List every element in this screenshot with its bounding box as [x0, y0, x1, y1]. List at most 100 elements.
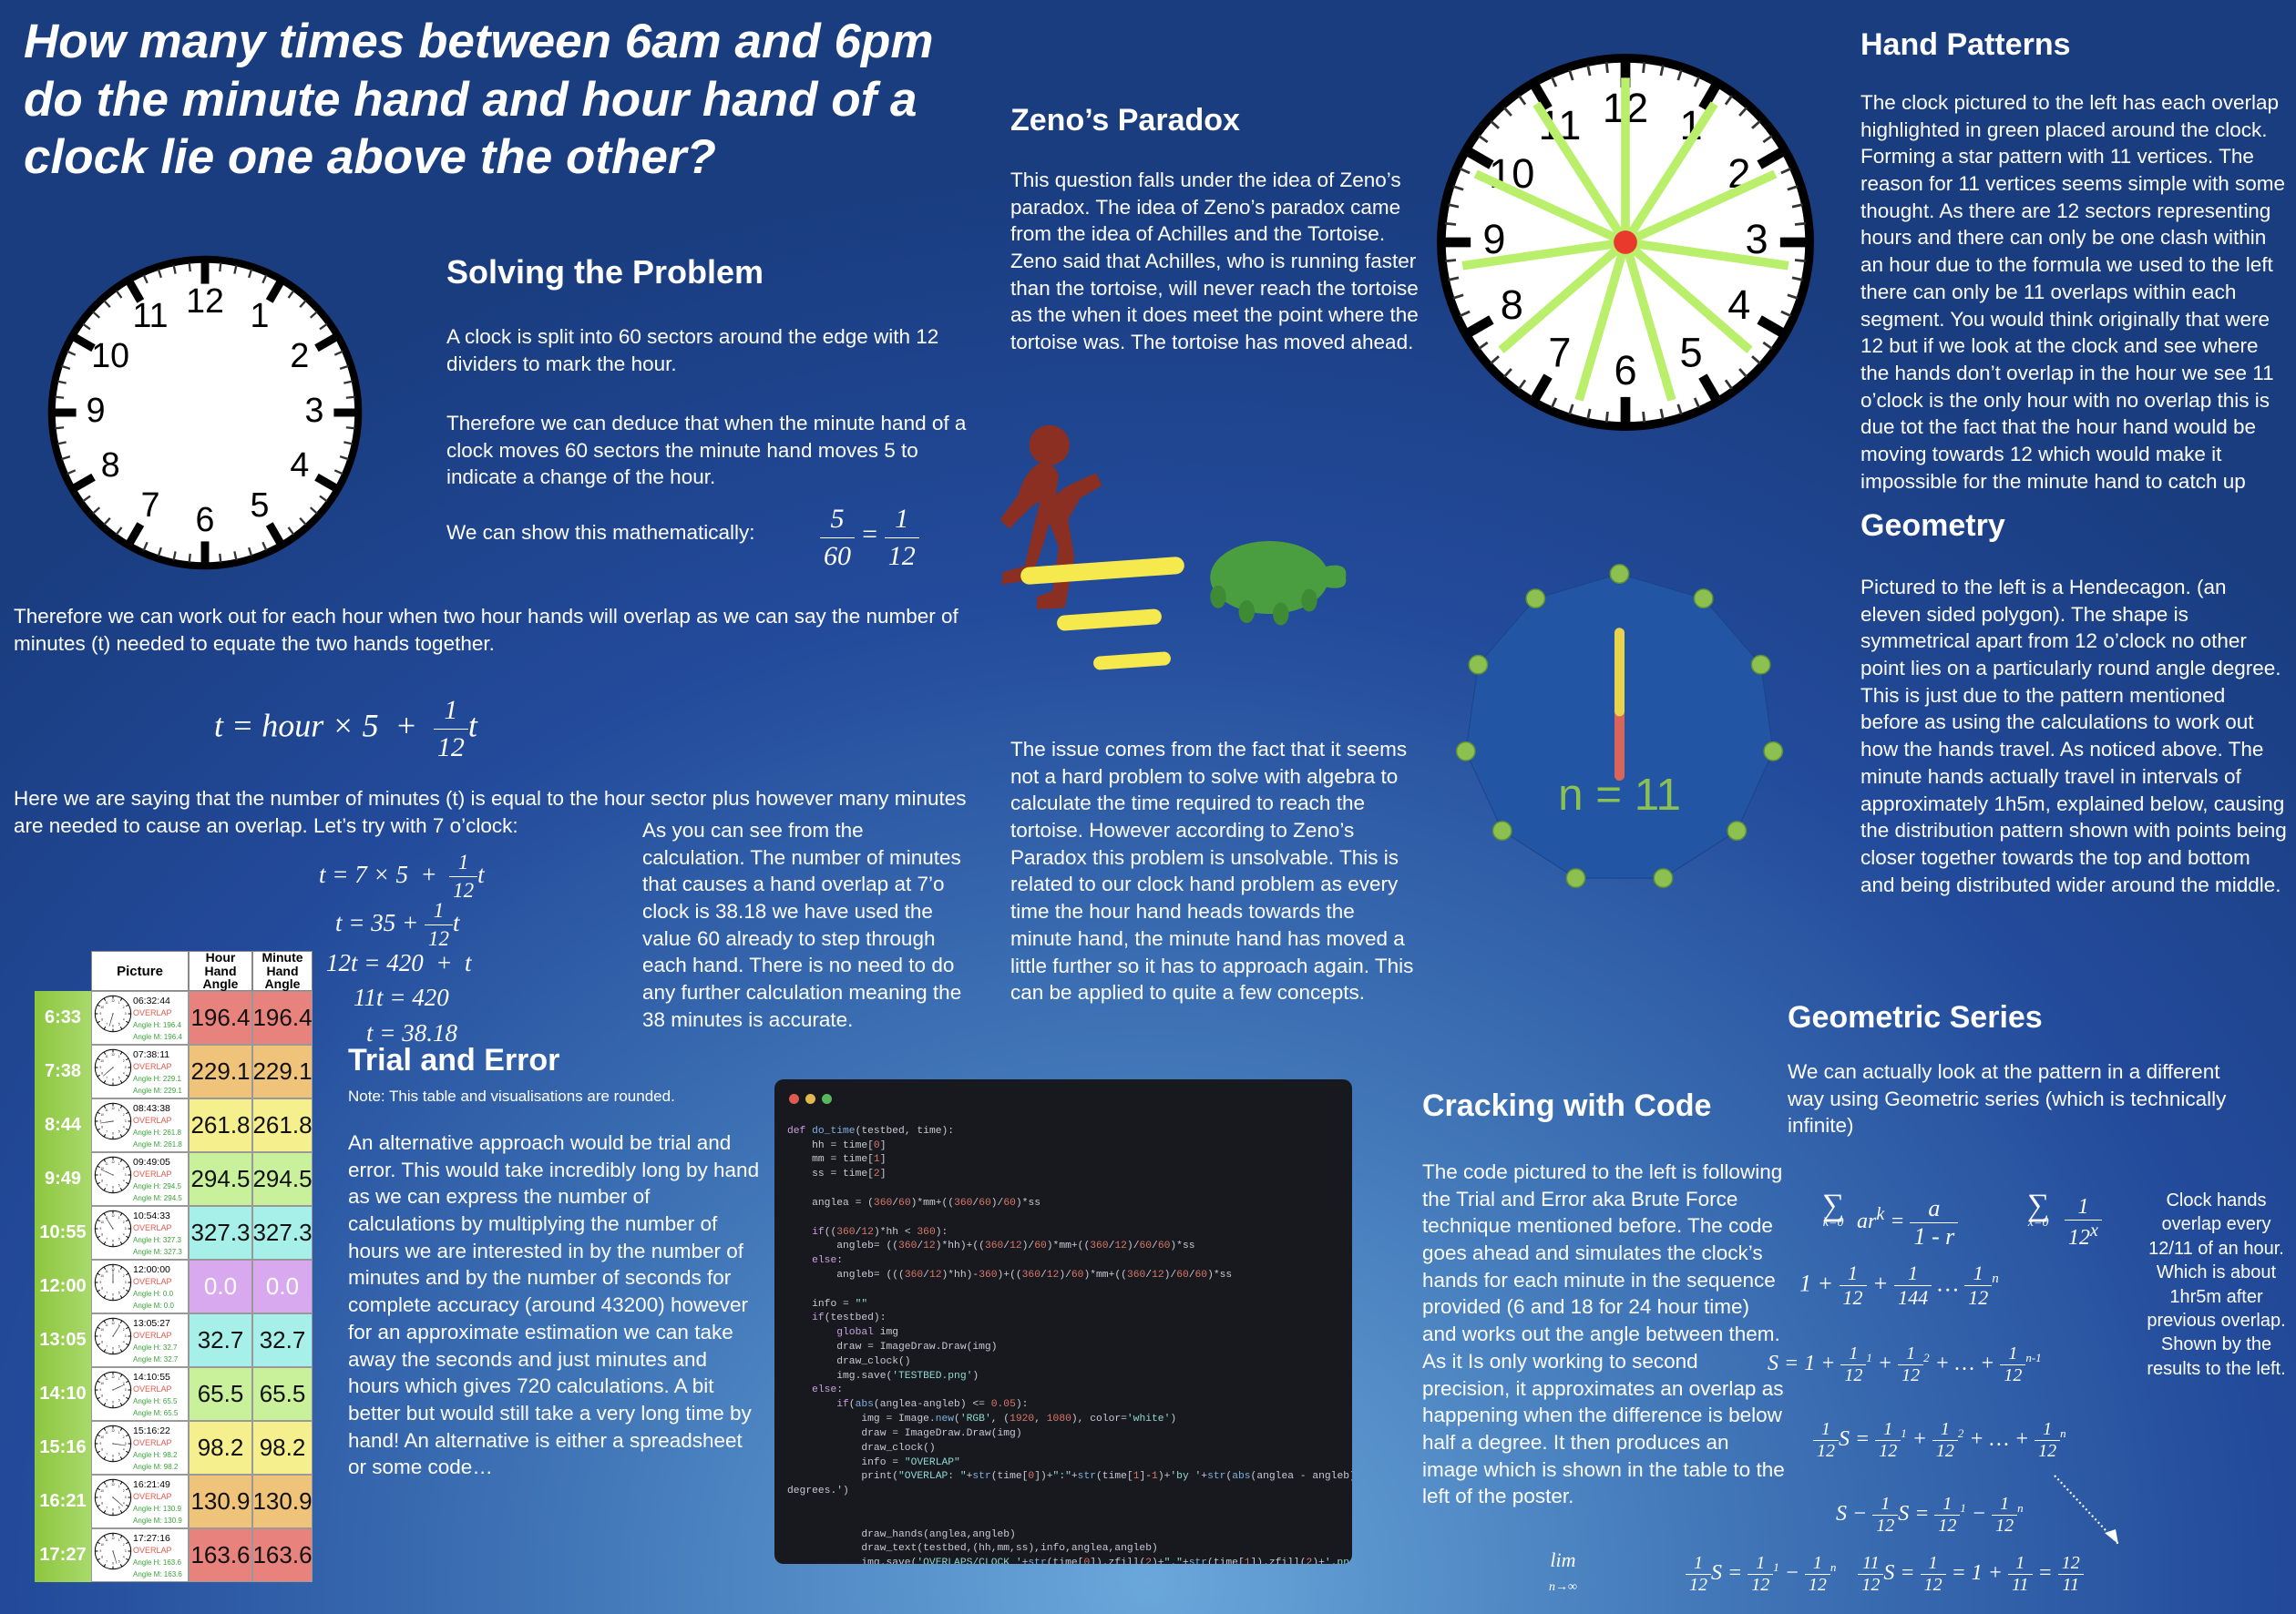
- svg-text:8: 8: [1501, 281, 1523, 328]
- svg-text:9: 9: [99, 1442, 101, 1445]
- svg-text:5: 5: [118, 1507, 120, 1510]
- svg-text:10: 10: [91, 336, 129, 374]
- svg-text:11: 11: [106, 1162, 109, 1166]
- svg-text:11: 11: [106, 1377, 109, 1381]
- svg-text:4: 4: [123, 1394, 125, 1398]
- svg-text:2: 2: [123, 1006, 125, 1009]
- svg-text:7: 7: [106, 1560, 108, 1564]
- svg-text:11: 11: [106, 1538, 109, 1542]
- svg-text:3: 3: [125, 1334, 127, 1338]
- svg-text:11: 11: [106, 1108, 109, 1112]
- svg-text:9: 9: [99, 1173, 101, 1177]
- svg-text:12: 12: [111, 1375, 115, 1379]
- svg-text:3: 3: [125, 1227, 127, 1231]
- svg-text:12: 12: [111, 1107, 115, 1110]
- svg-text:12: 12: [186, 281, 224, 320]
- svg-text:8: 8: [101, 1233, 103, 1237]
- svg-text:7: 7: [106, 1399, 108, 1403]
- svg-text:3: 3: [304, 391, 323, 429]
- svg-text:7: 7: [1548, 330, 1571, 376]
- svg-text:10: 10: [100, 1543, 104, 1547]
- svg-text:11: 11: [106, 1270, 109, 1273]
- svg-text:6: 6: [112, 1024, 114, 1027]
- svg-text:1: 1: [118, 1001, 120, 1005]
- svg-text:10: 10: [100, 1489, 104, 1493]
- svg-text:4: 4: [123, 1287, 125, 1291]
- svg-text:3: 3: [125, 1442, 127, 1445]
- svg-text:4: 4: [123, 1233, 125, 1237]
- svg-text:9: 9: [99, 1012, 101, 1016]
- svg-text:3: 3: [125, 1549, 127, 1553]
- svg-text:9: 9: [99, 1066, 101, 1069]
- svg-text:n = 11: n = 11: [1558, 770, 1681, 820]
- svg-text:7: 7: [106, 1345, 108, 1349]
- svg-text:7: 7: [106, 1453, 108, 1456]
- svg-text:1: 1: [118, 1270, 120, 1273]
- svg-text:9: 9: [99, 1334, 101, 1338]
- svg-text:9: 9: [99, 1496, 101, 1499]
- svg-text:11: 11: [106, 1055, 109, 1058]
- svg-text:6: 6: [112, 1078, 114, 1081]
- svg-text:4: 4: [123, 1448, 125, 1452]
- svg-text:10: 10: [100, 1059, 104, 1063]
- svg-text:5: 5: [118, 1077, 120, 1080]
- svg-text:4: 4: [123, 1502, 125, 1506]
- svg-text:2: 2: [123, 1328, 125, 1332]
- svg-text:2: 2: [123, 1435, 125, 1439]
- svg-text:5: 5: [118, 1023, 120, 1027]
- svg-text:9: 9: [99, 1388, 101, 1392]
- svg-text:5: 5: [118, 1130, 120, 1134]
- svg-text:5: 5: [1679, 330, 1702, 376]
- svg-text:4: 4: [123, 1556, 125, 1559]
- svg-text:11: 11: [106, 1001, 109, 1005]
- svg-text:8: 8: [101, 1502, 103, 1506]
- svg-text:1: 1: [118, 1108, 120, 1112]
- svg-text:8: 8: [101, 1556, 103, 1559]
- svg-text:12: 12: [111, 1429, 115, 1433]
- svg-text:2: 2: [123, 1167, 125, 1170]
- svg-text:7: 7: [106, 1184, 108, 1188]
- svg-text:7: 7: [106, 1292, 108, 1295]
- svg-text:7: 7: [106, 1130, 108, 1134]
- svg-text:1: 1: [118, 1377, 120, 1381]
- svg-text:11: 11: [106, 1431, 109, 1435]
- svg-text:9: 9: [87, 391, 106, 429]
- svg-text:6: 6: [112, 1239, 114, 1242]
- svg-text:12: 12: [111, 1537, 115, 1540]
- svg-text:8: 8: [101, 1394, 103, 1398]
- svg-text:6: 6: [112, 1454, 114, 1457]
- svg-text:11: 11: [133, 296, 169, 334]
- svg-text:9: 9: [1482, 216, 1505, 262]
- svg-text:3: 3: [125, 1119, 127, 1123]
- svg-text:3: 3: [125, 1388, 127, 1392]
- svg-text:1: 1: [118, 1162, 120, 1166]
- svg-text:8: 8: [101, 1126, 103, 1129]
- svg-text:2: 2: [290, 336, 309, 374]
- svg-text:8: 8: [101, 1180, 103, 1183]
- svg-text:9: 9: [99, 1549, 101, 1553]
- svg-text:11: 11: [106, 1323, 109, 1327]
- svg-text:3: 3: [125, 1496, 127, 1499]
- svg-text:12: 12: [111, 1483, 115, 1486]
- svg-text:6: 6: [1614, 347, 1636, 393]
- svg-text:12: 12: [111, 1160, 115, 1164]
- svg-text:1: 1: [251, 296, 270, 334]
- svg-text:1: 1: [118, 1538, 120, 1542]
- svg-text:6: 6: [196, 500, 215, 538]
- svg-text:5: 5: [118, 1345, 120, 1349]
- svg-text:6: 6: [112, 1292, 114, 1296]
- svg-text:12: 12: [111, 1214, 115, 1218]
- svg-text:1: 1: [118, 1485, 120, 1488]
- svg-text:9: 9: [99, 1119, 101, 1123]
- svg-text:10: 10: [100, 1328, 104, 1332]
- svg-text:12: 12: [111, 999, 115, 1003]
- svg-text:10: 10: [100, 1382, 104, 1385]
- svg-text:1: 1: [118, 1216, 120, 1220]
- svg-text:7: 7: [106, 1023, 108, 1027]
- svg-text:3: 3: [125, 1281, 127, 1284]
- svg-text:2: 2: [123, 1113, 125, 1117]
- svg-text:4: 4: [123, 1018, 125, 1022]
- svg-text:10: 10: [100, 1113, 104, 1117]
- svg-text:8: 8: [101, 1287, 103, 1291]
- svg-text:7: 7: [141, 485, 160, 524]
